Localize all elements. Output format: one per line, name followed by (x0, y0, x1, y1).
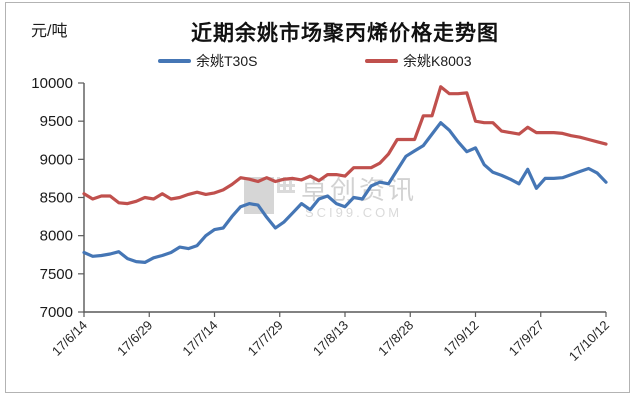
series-lines (82, 85, 608, 264)
axes (83, 83, 606, 313)
y-tick-label: 9000 (40, 151, 73, 168)
legend-line-red-icon (365, 59, 398, 63)
y-tick-label: 8500 (40, 190, 73, 207)
x-tick-label: 17/9/27 (506, 318, 547, 359)
legend-line-blue-icon (158, 59, 191, 63)
y-tick-label: 8000 (40, 228, 73, 245)
legend-item-k8003: 余姚K8003 (365, 53, 471, 69)
y-tick-label: 9500 (40, 113, 73, 130)
legend-label-t30s: 余姚T30S (196, 53, 258, 69)
x-tick-label: 17/6/29 (114, 318, 155, 359)
y-tick-label: 7500 (40, 266, 73, 283)
x-tick-label: 17/10/12 (566, 318, 612, 364)
x-axis-ticks: 17/6/14 17/6/29 17/7/14 17/7/29 17/8/13 17/8/… (49, 312, 612, 364)
x-tick-label: 17/9/12 (440, 318, 481, 359)
x-tick-label: 17/8/13 (310, 318, 351, 359)
y-tick-label: 7000 (40, 304, 73, 321)
y-axis-unit-label: 元/吨 (31, 23, 68, 40)
chart-title: 近期余姚市场聚丙烯价格走势图 (191, 22, 499, 45)
series-line-0 (82, 121, 608, 264)
x-tick-label: 17/7/14 (179, 318, 220, 359)
y-axis-ticks: 7000 7500 8000 8500 9000 9500 10000 (31, 75, 84, 321)
x-tick-label: 17/6/14 (49, 318, 90, 359)
legend-item-t30s: 余姚T30S (158, 53, 257, 69)
y-tick-label: 10000 (31, 75, 73, 92)
legend-label-k8003: 余姚K8003 (403, 53, 472, 69)
x-tick-label: 17/7/29 (245, 318, 286, 359)
series-line-1 (82, 85, 608, 206)
x-tick-label: 17/8/28 (375, 318, 416, 359)
